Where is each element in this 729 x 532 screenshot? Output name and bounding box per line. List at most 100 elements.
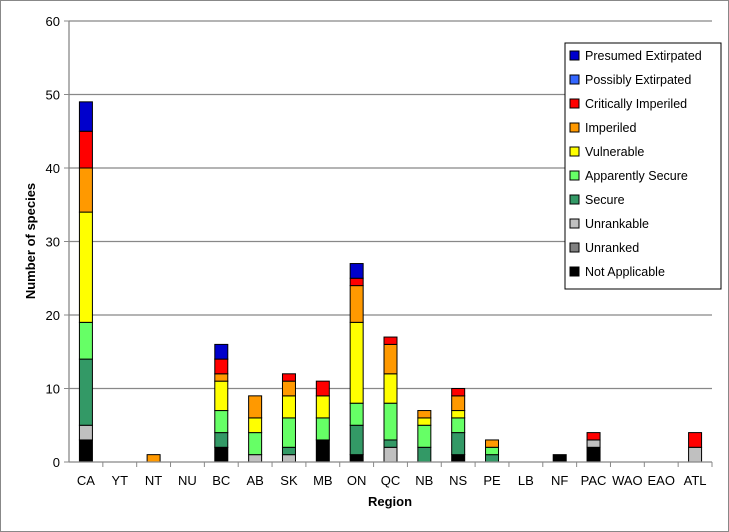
- legend-swatch: [569, 50, 580, 61]
- legend-label: Imperiled: [585, 121, 636, 135]
- x-tick-label: NS: [449, 473, 467, 488]
- bar-segment: [281, 380, 296, 397]
- bar-segment: [383, 343, 398, 375]
- bar-segment: [586, 439, 601, 448]
- bar-segment: [485, 446, 500, 456]
- bar-segment: [281, 373, 296, 382]
- bar-segment: [451, 395, 466, 412]
- legend-label: Possibly Extirpated: [585, 73, 691, 87]
- bar-segment: [315, 417, 330, 441]
- bar-segment: [586, 432, 601, 441]
- bar-segment: [78, 424, 93, 441]
- bar-segment: [214, 373, 229, 382]
- y-tick-label: 50: [46, 88, 60, 103]
- bar-segment: [315, 380, 330, 397]
- bar-segment: [349, 277, 364, 287]
- bar-segment: [349, 454, 364, 463]
- x-tick-label: EAO: [648, 473, 675, 488]
- bar-segment: [451, 417, 466, 434]
- y-tick-label: 30: [46, 235, 60, 250]
- bar-segment: [383, 336, 398, 345]
- bar-segment: [248, 432, 263, 456]
- x-tick-label: ATL: [684, 473, 707, 488]
- bar-segment: [78, 130, 93, 169]
- bar-segment: [383, 446, 398, 463]
- x-tick-label: AB: [246, 473, 263, 488]
- bar-segment: [349, 424, 364, 456]
- legend-label: Unranked: [585, 241, 639, 255]
- y-axis-label: Number of species: [23, 183, 38, 299]
- bar-segment: [214, 432, 229, 448]
- legend: Presumed Extirpated Possibly Extirpated Cr…: [564, 42, 722, 290]
- y-tick-label: 10: [46, 382, 60, 397]
- bar-segment: [349, 263, 364, 279]
- bar-segment: [78, 439, 93, 463]
- x-axis-label: Region: [368, 494, 412, 509]
- bar-segment: [349, 402, 364, 426]
- x-tick-label: NU: [178, 473, 197, 488]
- bar-segment: [383, 373, 398, 404]
- bar-segment: [451, 388, 466, 397]
- bar-segment: [552, 454, 567, 463]
- bar-segment: [485, 454, 500, 463]
- bar-segment: [214, 380, 229, 412]
- bar-segment: [78, 321, 93, 360]
- bar-segment: [383, 439, 398, 448]
- bar-segment: [417, 417, 432, 426]
- x-tick-label: YT: [111, 473, 128, 488]
- y-tick-label: 60: [46, 14, 60, 29]
- bar-segment: [281, 417, 296, 448]
- bar-segment: [78, 101, 93, 132]
- x-tick-label: NT: [145, 473, 162, 488]
- bar-segment: [688, 432, 703, 448]
- bar-segment: [383, 402, 398, 441]
- y-tick-label: 0: [53, 455, 60, 470]
- legend-label: Vulnerable: [585, 145, 644, 159]
- bar-segment: [451, 454, 466, 463]
- legend-label: Unrankable: [585, 217, 649, 231]
- bar-segment: [78, 358, 93, 426]
- bar-segment: [214, 358, 229, 375]
- bar-segment: [417, 410, 432, 419]
- legend-label: Not Applicable: [585, 265, 665, 279]
- legend-swatch: [569, 98, 580, 109]
- bar-segment: [349, 285, 364, 323]
- bar-segment: [248, 395, 263, 419]
- bar-segment: [349, 321, 364, 404]
- bar-segment: [248, 454, 263, 463]
- y-tick-label: 40: [46, 161, 60, 176]
- legend-swatch: [569, 242, 580, 253]
- legend-swatch: [569, 218, 580, 229]
- x-tick-label: WAO: [612, 473, 643, 488]
- legend-box: [564, 42, 722, 290]
- bar-segment: [315, 395, 330, 419]
- x-tick-label: ON: [347, 473, 367, 488]
- legend-swatch: [569, 122, 580, 133]
- legend-swatch: [569, 146, 580, 157]
- bar-segment: [248, 417, 263, 434]
- x-tick-label: BC: [212, 473, 230, 488]
- legend-swatch: [569, 74, 580, 85]
- bar-segment: [451, 432, 466, 456]
- legend-label: Presumed Extirpated: [585, 49, 702, 63]
- legend-label: Critically Imperiled: [585, 97, 687, 111]
- bar-segment: [688, 446, 703, 463]
- legend-label: Secure: [585, 193, 625, 207]
- legend-swatch: [569, 266, 580, 277]
- legend-swatch: [569, 194, 580, 205]
- bar-segment: [78, 211, 93, 323]
- bar-segment: [214, 410, 229, 434]
- bar-segment: [281, 446, 296, 456]
- x-tick-label: MB: [313, 473, 333, 488]
- x-tick-label: NF: [551, 473, 568, 488]
- bar-segment: [281, 395, 296, 419]
- x-tick-label: CA: [77, 473, 95, 488]
- bar-segment: [485, 439, 500, 448]
- bar-segment: [586, 446, 601, 463]
- bar-segment: [214, 343, 229, 360]
- x-tick-label: LB: [518, 473, 534, 488]
- x-tick-label: NB: [415, 473, 433, 488]
- x-tick-label: PAC: [581, 473, 607, 488]
- legend-label: Apparently Secure: [585, 169, 688, 183]
